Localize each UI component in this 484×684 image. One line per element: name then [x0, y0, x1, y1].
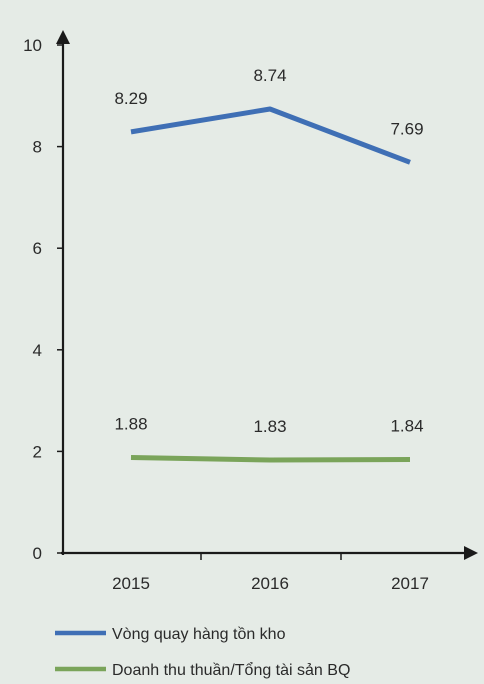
data-label: 8.29 [114, 89, 147, 108]
y-tick-label: 8 [33, 138, 42, 157]
y-tick-label: 6 [33, 239, 42, 258]
y-tick-label: 2 [33, 442, 42, 461]
legend: Vòng quay hàng tồn kho Doanh thu thuần/Tổ… [55, 626, 350, 679]
x-axis-arrow [464, 546, 478, 560]
y-axis-arrow [56, 30, 70, 44]
data-label: 1.84 [390, 417, 423, 436]
data-label: 7.69 [390, 119, 423, 138]
y-tick-label: 10 [23, 36, 42, 55]
data-label: 1.88 [114, 414, 147, 433]
series-line-2 [130, 454, 411, 463]
series-line-1 [130, 106, 411, 165]
series-group [130, 106, 411, 463]
y-tick-label: 0 [33, 544, 42, 563]
legend-label: Doanh thu thuần/Tổng tài sản BQ [112, 661, 350, 679]
axes [56, 30, 478, 560]
x-tick-label: 2017 [391, 574, 429, 593]
data-labels: 8.29 8.74 7.69 1.88 1.83 1.84 [114, 66, 423, 436]
data-label: 8.74 [253, 66, 286, 85]
x-axis-ticks: 2015 2016 2017 [112, 553, 429, 593]
legend-label: Vòng quay hàng tồn kho [112, 626, 286, 643]
y-axis-ticks: 0 2 4 6 8 10 [23, 36, 63, 563]
y-tick-label: 4 [33, 341, 42, 360]
x-tick-label: 2015 [112, 574, 150, 593]
data-label: 1.83 [253, 417, 286, 436]
x-tick-label: 2016 [251, 574, 289, 593]
